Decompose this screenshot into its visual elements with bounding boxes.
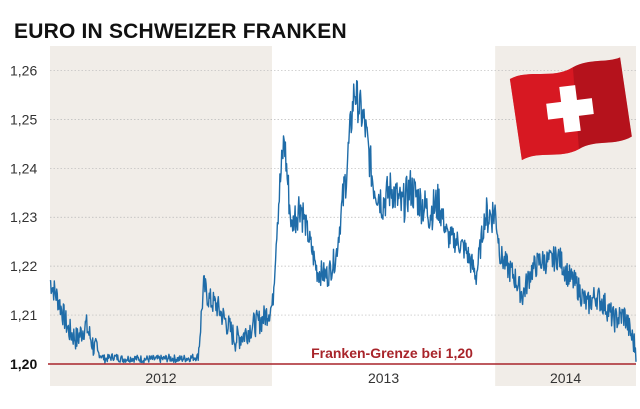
x-tick-label: 2014 [550,370,581,386]
reference-line-group: Franken-Grenze bei 1,20 [48,345,636,365]
reference-line-label: Franken-Grenze bei 1,20 [311,345,473,361]
x-tick-label: 2012 [145,370,176,386]
chart-title: EURO IN SCHWEIZER FRANKEN [14,20,347,43]
y-tick-label: 1,25 [10,111,37,127]
series-line [49,80,637,364]
y-tick-label: 1,24 [10,160,37,176]
y-tick-label: 1,23 [10,209,37,225]
series-group [49,80,637,364]
swiss-flag-icon [509,57,632,161]
y-tick-label: 1,22 [10,258,37,274]
x-axis-ticks: 2012 2013 2014 [145,370,581,386]
y-tick-label: 1,21 [10,307,37,323]
x-tick-label: 2013 [368,370,399,386]
y-tick-label: 1,26 [10,62,37,78]
y-axis-ticks: 1,20 1,21 1,22 1,23 1,24 1,25 1,26 [10,62,37,372]
y-tick-label: 1,20 [10,356,37,372]
